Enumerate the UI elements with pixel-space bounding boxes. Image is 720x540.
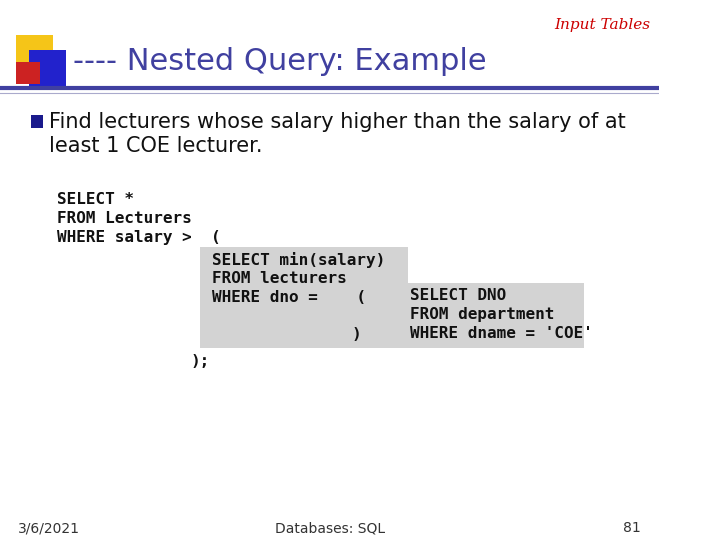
FancyBboxPatch shape: [199, 247, 408, 348]
Text: ---- Nested Query: Example: ---- Nested Query: Example: [73, 48, 487, 77]
Text: Databases: SQL: Databases: SQL: [274, 521, 384, 535]
Text: WHERE dno =    (: WHERE dno = (: [212, 290, 366, 305]
FancyBboxPatch shape: [17, 62, 40, 84]
FancyBboxPatch shape: [31, 115, 43, 128]
FancyBboxPatch shape: [401, 283, 585, 348]
Text: Input Tables: Input Tables: [554, 18, 650, 32]
FancyBboxPatch shape: [30, 50, 66, 90]
Text: WHERE salary >  (: WHERE salary > (: [57, 230, 220, 245]
FancyBboxPatch shape: [17, 35, 53, 75]
Text: WHERE dname = 'COE': WHERE dname = 'COE': [410, 326, 593, 341]
Text: 3/6/2021: 3/6/2021: [18, 521, 81, 535]
Text: SELECT min(salary): SELECT min(salary): [212, 252, 386, 268]
Text: ): ): [351, 327, 361, 342]
Text: SELECT DNO: SELECT DNO: [410, 288, 507, 303]
Text: FROM Lecturers: FROM Lecturers: [57, 211, 192, 226]
Text: FROM department: FROM department: [410, 307, 554, 322]
Text: FROM lecturers: FROM lecturers: [212, 271, 347, 286]
Text: 81: 81: [624, 521, 641, 535]
Text: Find lecturers whose salary higher than the salary of at: Find lecturers whose salary higher than …: [50, 112, 626, 132]
Text: );: );: [191, 354, 210, 368]
Text: SELECT *: SELECT *: [57, 192, 134, 207]
Text: least 1 COE lecturer.: least 1 COE lecturer.: [50, 136, 263, 156]
